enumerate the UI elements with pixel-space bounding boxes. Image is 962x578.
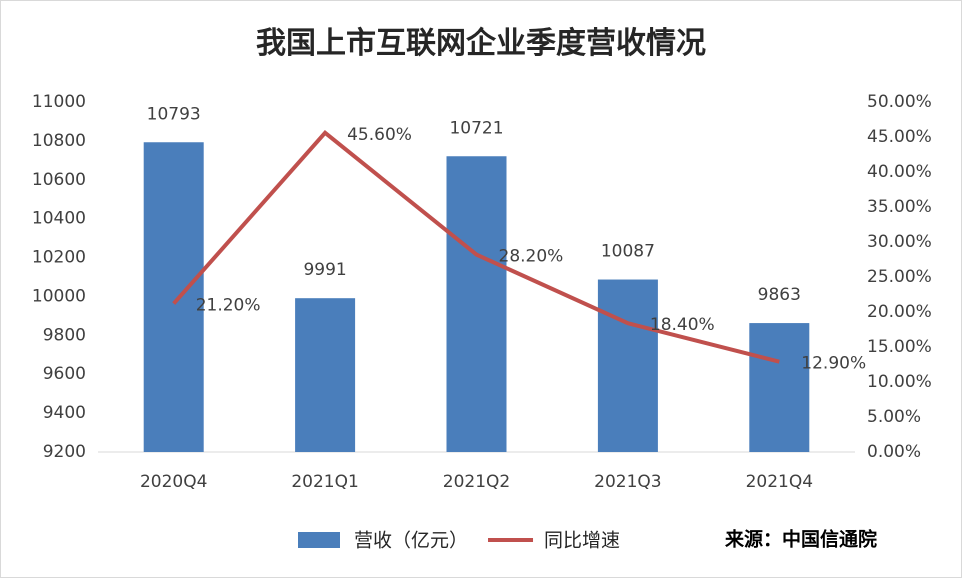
line-label: 45.60% [347, 125, 412, 145]
y2-tick-label: 40.00% [867, 162, 932, 182]
bar-label: 9863 [758, 285, 801, 305]
bar [143, 142, 204, 452]
y2-tick-label: 50.00% [867, 92, 932, 112]
y2-tick-label: 15.00% [867, 337, 932, 357]
x-tick-label: 2021Q4 [746, 472, 813, 492]
y2-tick-label: 5.00% [867, 407, 921, 427]
y-tick-label: 9400 [43, 403, 86, 423]
bar [597, 279, 658, 452]
x-tick-label: 2021Q1 [291, 472, 358, 492]
y2-tick-label: 0.00% [867, 442, 921, 462]
line-label: 21.20% [196, 296, 261, 316]
bar-label: 10793 [147, 104, 201, 124]
y-tick-label: 10600 [32, 170, 86, 190]
bar-label: 9991 [303, 260, 346, 280]
y-tick-label: 10000 [32, 286, 86, 306]
line [172, 130, 780, 364]
y2-tick-label: 10.00% [867, 372, 932, 392]
y2-tick-label: 35.00% [867, 197, 932, 217]
legend-swatch [298, 532, 340, 548]
bar [749, 323, 810, 452]
y2-tick-label: 25.00% [867, 267, 932, 287]
x-tick-label: 2021Q3 [594, 472, 661, 492]
x-tick-label: 2021Q2 [443, 472, 510, 492]
bar-label: 10721 [449, 118, 503, 138]
y2-tick-label: 45.00% [867, 127, 932, 147]
y-tick-label: 11000 [32, 92, 86, 112]
y2-tick-label: 20.00% [867, 302, 932, 322]
source: 来源：中国信通院 [725, 528, 877, 551]
legend-label: 营收（亿元） [354, 530, 468, 552]
y-tick-label: 9800 [43, 325, 86, 345]
bar-label: 10087 [601, 242, 655, 262]
chart-title: 我国上市互联网企业季度营收情况 [256, 26, 706, 61]
y-tick-label: 9200 [43, 442, 86, 462]
y-tick-label: 10800 [32, 131, 86, 151]
line-label: 12.90% [801, 354, 866, 374]
x-tick-label: 2020Q4 [140, 472, 207, 492]
y2-tick-label: 30.00% [867, 232, 932, 252]
y-tick-label: 10200 [32, 248, 86, 268]
legend-label: 同比增速 [544, 530, 620, 552]
y-tick-label: 9600 [43, 364, 86, 384]
line-label: 28.20% [499, 247, 564, 267]
bar [295, 298, 356, 452]
bar [446, 156, 507, 452]
y-tick-label: 10400 [32, 209, 86, 229]
line-label: 18.40% [650, 315, 715, 335]
